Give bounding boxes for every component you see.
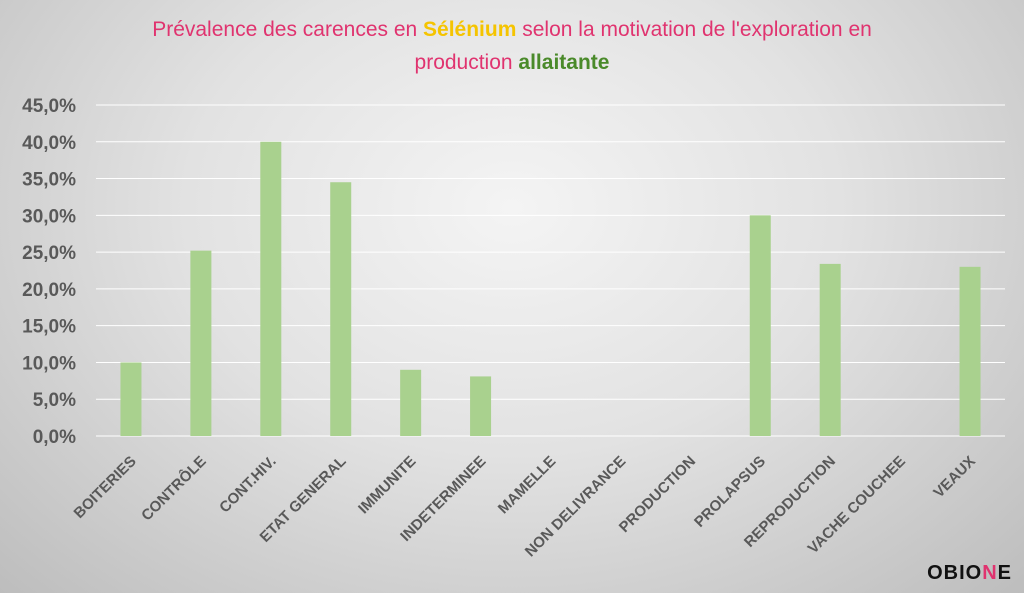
y-tick-label: 25,0% [22, 243, 76, 264]
y-tick-label: 15,0% [22, 317, 76, 338]
chart-title-line-2: production allaitante [0, 51, 1024, 75]
title-text-b: selon la motivation de l'exploration en [516, 18, 872, 41]
x-tick-label: BOITERIES [71, 453, 140, 522]
bar [120, 362, 142, 436]
bar [260, 141, 282, 436]
logo-text-a: OBIO [927, 562, 983, 584]
x-tick-label: CONTRÔLE [137, 452, 209, 524]
bar [330, 182, 352, 436]
bar [749, 215, 771, 436]
bar [400, 369, 422, 436]
title-highlight-selenium: Sélénium [423, 18, 517, 41]
y-tick-label: 20,0% [22, 280, 76, 301]
title-highlight-allaitante: allaitante [518, 51, 610, 74]
title-text-c: production [414, 51, 519, 74]
y-tick-label: 10,0% [22, 353, 76, 374]
y-tick-label: 40,0% [22, 133, 76, 154]
obione-logo: OBIONE [927, 562, 1012, 585]
bar [470, 376, 492, 436]
x-tick-label: IMMUNITE [355, 453, 419, 517]
y-tick-label: 35,0% [22, 170, 76, 191]
y-tick-label: 5,0% [33, 390, 76, 411]
bar [819, 263, 841, 436]
logo-text-b: E [997, 562, 1012, 584]
title-text-a: Prévalence des carences en [152, 18, 424, 41]
x-tick-label: CONT.HIV. [216, 453, 279, 516]
bar [190, 250, 212, 436]
y-tick-label: 0,0% [33, 427, 76, 448]
chart-title-line-1: Prévalence des carences en Sélénium selo… [0, 18, 1024, 42]
x-tick-label: MAMELLE [495, 453, 559, 517]
logo-text-accent: N [982, 562, 998, 584]
y-tick-label: 45,0% [22, 96, 76, 117]
x-tick-label: PROLAPSUS [691, 453, 769, 531]
bar [959, 266, 981, 436]
y-tick-label: 30,0% [22, 206, 76, 227]
x-tick-label: VEAUX [930, 453, 979, 502]
